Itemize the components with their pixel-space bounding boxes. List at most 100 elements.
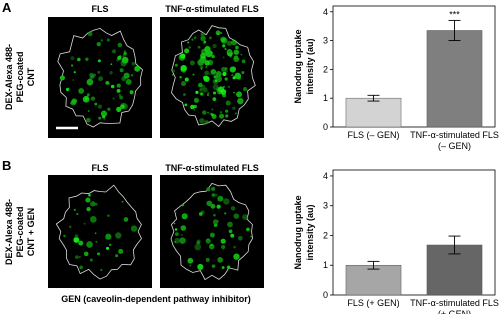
fluorescence [103, 117, 106, 121]
y-axis-label: Nanodrug uptake intensity (au) [293, 29, 315, 103]
fluorescence [74, 234, 79, 239]
fluorescence [250, 235, 252, 238]
fluorescence [205, 257, 210, 262]
fluorescence [109, 243, 112, 246]
fluorescence [184, 103, 188, 107]
fluorescence [220, 238, 226, 244]
fluorescence [120, 104, 125, 110]
fluorescence [180, 65, 187, 72]
fluorescence [173, 222, 176, 225]
fluorescence [195, 90, 199, 94]
fluorescence [109, 70, 113, 75]
fluorescence [211, 54, 215, 59]
fluorescence [187, 257, 194, 264]
fluorescence [231, 39, 237, 46]
fluorescence [206, 93, 210, 97]
fluorescence [193, 36, 197, 40]
fluorescence [213, 213, 216, 217]
fluorescence [180, 225, 187, 231]
fluorescence [221, 37, 228, 44]
fluorescence [75, 255, 79, 259]
fluorescence [97, 59, 101, 63]
fluorescence [193, 104, 197, 109]
fluorescence [117, 42, 123, 48]
fluorescence [210, 113, 214, 116]
fluorescence [196, 239, 201, 244]
y-tick-label: 2 [323, 64, 328, 74]
fluorescence [69, 225, 72, 228]
fluorescence [204, 120, 209, 125]
fluorescence [211, 193, 216, 197]
fluorescence [233, 56, 240, 63]
plot-frame [332, 5, 496, 128]
fluorescence [174, 241, 177, 244]
fluorescence [241, 59, 246, 64]
fluorescence [223, 198, 230, 205]
cell-outline [170, 182, 253, 281]
fluorescence [89, 258, 93, 262]
fluorescence [240, 53, 243, 56]
fluorescence [220, 38, 223, 41]
fluorescence [226, 265, 231, 270]
fluorescence [123, 72, 130, 79]
fluorescence [203, 42, 206, 45]
fluorescence [181, 213, 188, 220]
fluorescence [118, 248, 124, 254]
fluorescence [82, 95, 90, 103]
fluorescence [209, 73, 211, 76]
fluorescence [121, 200, 124, 203]
fluorescence [110, 63, 113, 65]
fluorescence [130, 74, 134, 77]
fluorescence [70, 101, 73, 105]
fluorescence [199, 88, 203, 92]
fluorescence [115, 232, 122, 239]
fluorescence [171, 73, 174, 76]
fluorescence [72, 79, 75, 81]
fluorescence [214, 193, 218, 197]
fluorescence [123, 50, 126, 53]
fluorescence [227, 85, 230, 89]
fluorescence [224, 69, 228, 73]
fluorescence [235, 45, 239, 50]
image-label: FLS [92, 4, 109, 14]
image-label: FLS [92, 163, 109, 173]
fluorescence [212, 83, 219, 91]
fluorescence [115, 254, 119, 258]
fluorescence [215, 71, 222, 77]
fluorescence [220, 89, 227, 95]
fluorescence [233, 213, 240, 219]
fluorescence [98, 116, 102, 120]
fluorescence [187, 41, 190, 44]
fluorescence [224, 212, 227, 215]
fluorescence [233, 91, 235, 94]
fluorescence [204, 70, 210, 76]
fluorescence [198, 212, 203, 216]
fluorescence [219, 113, 225, 119]
fluorescence [86, 93, 90, 97]
fluorescence [194, 243, 201, 251]
fluorescence [129, 90, 134, 95]
cell-outline [171, 25, 256, 128]
fluorescence [193, 109, 196, 111]
fluorescence [123, 217, 129, 222]
fluorescence [63, 234, 66, 238]
fluorescence [230, 66, 237, 72]
fluorescence [241, 71, 245, 75]
fluorescence [199, 117, 205, 124]
bar [345, 97, 402, 128]
fluorescence [112, 97, 115, 100]
fluorescence [246, 227, 250, 232]
fluorescence [90, 96, 96, 101]
plot-frame [332, 169, 496, 296]
fluorescence [86, 78, 94, 86]
fluorescence [236, 91, 243, 98]
panel-label: B [2, 158, 11, 173]
fluorescence [206, 76, 210, 80]
panel-label: A [2, 0, 12, 15]
fluorescence [125, 78, 132, 85]
fluorescence [233, 245, 236, 249]
fluorescence [200, 67, 203, 70]
fluorescence [224, 47, 227, 51]
fluorescence [233, 49, 239, 55]
